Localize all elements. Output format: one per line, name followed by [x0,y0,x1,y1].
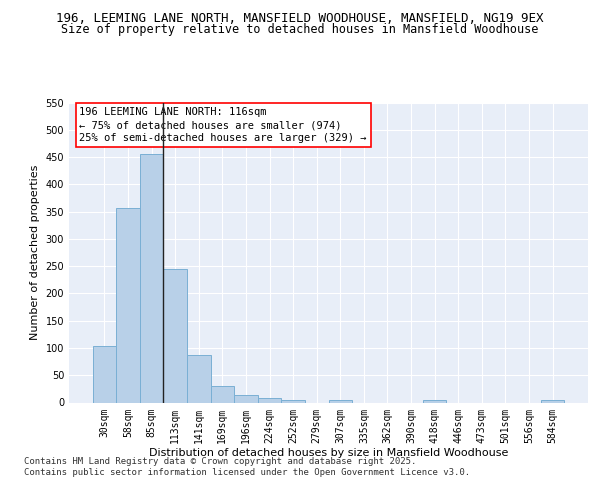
Bar [92,346,116,403]
Bar [187,354,211,403]
Text: 196 LEEMING LANE NORTH: 116sqm
← 75% of detached houses are smaller (974)
25% of: 196 LEEMING LANE NORTH: 116sqm ← 75% of … [79,107,367,144]
Bar [281,400,305,402]
Bar [211,386,234,402]
Bar [541,400,565,402]
X-axis label: Distribution of detached houses by size in Mansfield Woodhouse: Distribution of detached houses by size … [149,448,508,458]
Text: Contains HM Land Registry data © Crown copyright and database right 2025.
Contai: Contains HM Land Registry data © Crown c… [24,458,470,477]
Text: 196, LEEMING LANE NORTH, MANSFIELD WOODHOUSE, MANSFIELD, NG19 9EX: 196, LEEMING LANE NORTH, MANSFIELD WOODH… [56,12,544,26]
Bar [140,154,163,402]
Bar [116,208,140,402]
Bar [423,400,446,402]
Bar [258,398,281,402]
Bar [234,396,258,402]
Text: Size of property relative to detached houses in Mansfield Woodhouse: Size of property relative to detached ho… [61,22,539,36]
Y-axis label: Number of detached properties: Number of detached properties [30,165,40,340]
Bar [163,269,187,402]
Bar [329,400,352,402]
